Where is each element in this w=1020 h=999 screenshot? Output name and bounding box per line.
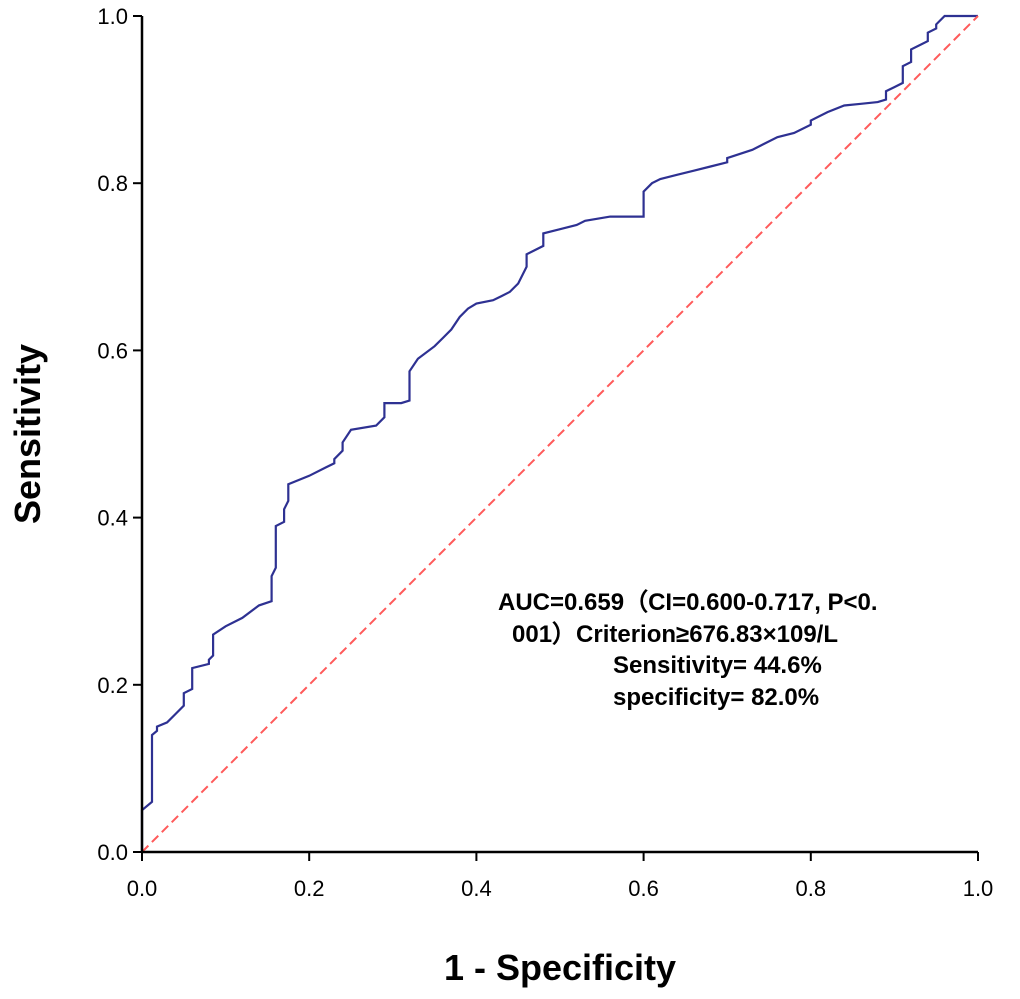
plot-area [140, 14, 979, 853]
y-axis-title: Sensitivity [7, 344, 48, 524]
annotation-line-3: Sensitivity= 44.6% [613, 652, 822, 679]
x-tick-label: 0.4 [461, 876, 492, 901]
x-axis-title: 1 - Specificity [444, 947, 676, 988]
annotation-line-1: AUC=0.659（CI=0.600-0.717, P<0. [498, 589, 878, 616]
reference-diagonal-line [141, 15, 979, 853]
annotation-line-2: 001）Criterion≥676.83×109/L [512, 621, 838, 648]
y-tick-label: 0.0 [97, 840, 128, 865]
y-tick-label: 0.8 [97, 171, 128, 196]
ticks: 0.0 0.2 0.4 0.6 0.8 1.0 0.0 0.2 0.4 0.6 0.8 1.0 [97, 4, 993, 901]
x-tick-label: 0.0 [127, 876, 158, 901]
y-tick-label: 0.4 [97, 506, 128, 531]
axes [140, 16, 978, 854]
y-tick-label: 0.2 [97, 673, 128, 698]
x-tick-label: 0.8 [796, 876, 827, 901]
y-tick-label: 1.0 [97, 4, 128, 29]
x-tick-label: 0.2 [294, 876, 325, 901]
annotation-block: AUC=0.659（CI=0.600-0.717, P<0. 001）Crite… [498, 589, 878, 711]
x-tick-label: 0.6 [628, 876, 659, 901]
roc-curve-line [140, 14, 978, 852]
x-tick-label: 1.0 [963, 876, 994, 901]
annotation-line-4: specificity= 82.0% [613, 684, 819, 711]
y-tick-label: 0.6 [97, 338, 128, 363]
